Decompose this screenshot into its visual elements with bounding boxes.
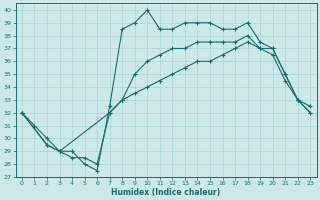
X-axis label: Humidex (Indice chaleur): Humidex (Indice chaleur) xyxy=(111,188,221,197)
